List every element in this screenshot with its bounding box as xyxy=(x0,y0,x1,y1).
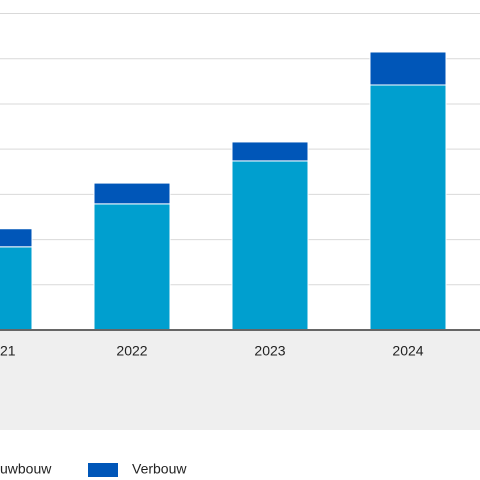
x-tick-label: 2024 xyxy=(392,343,423,359)
bar-segment xyxy=(93,203,171,331)
bar-segment xyxy=(231,141,309,162)
bar-segment xyxy=(0,228,33,248)
legend-swatch xyxy=(88,463,118,477)
axis-band xyxy=(0,330,480,430)
x-tick-label: 2022 xyxy=(116,343,147,359)
bar-segment xyxy=(369,51,447,86)
bar-segment xyxy=(93,182,171,205)
x-tick-label: 21 xyxy=(0,343,16,359)
legend-label: Verbouw xyxy=(132,461,187,477)
bar-segment xyxy=(369,84,447,331)
bar-segment xyxy=(0,246,33,331)
x-tick-label: 2023 xyxy=(254,343,285,359)
legend-label: uwbouw xyxy=(0,461,52,477)
bar-segment xyxy=(231,160,309,331)
